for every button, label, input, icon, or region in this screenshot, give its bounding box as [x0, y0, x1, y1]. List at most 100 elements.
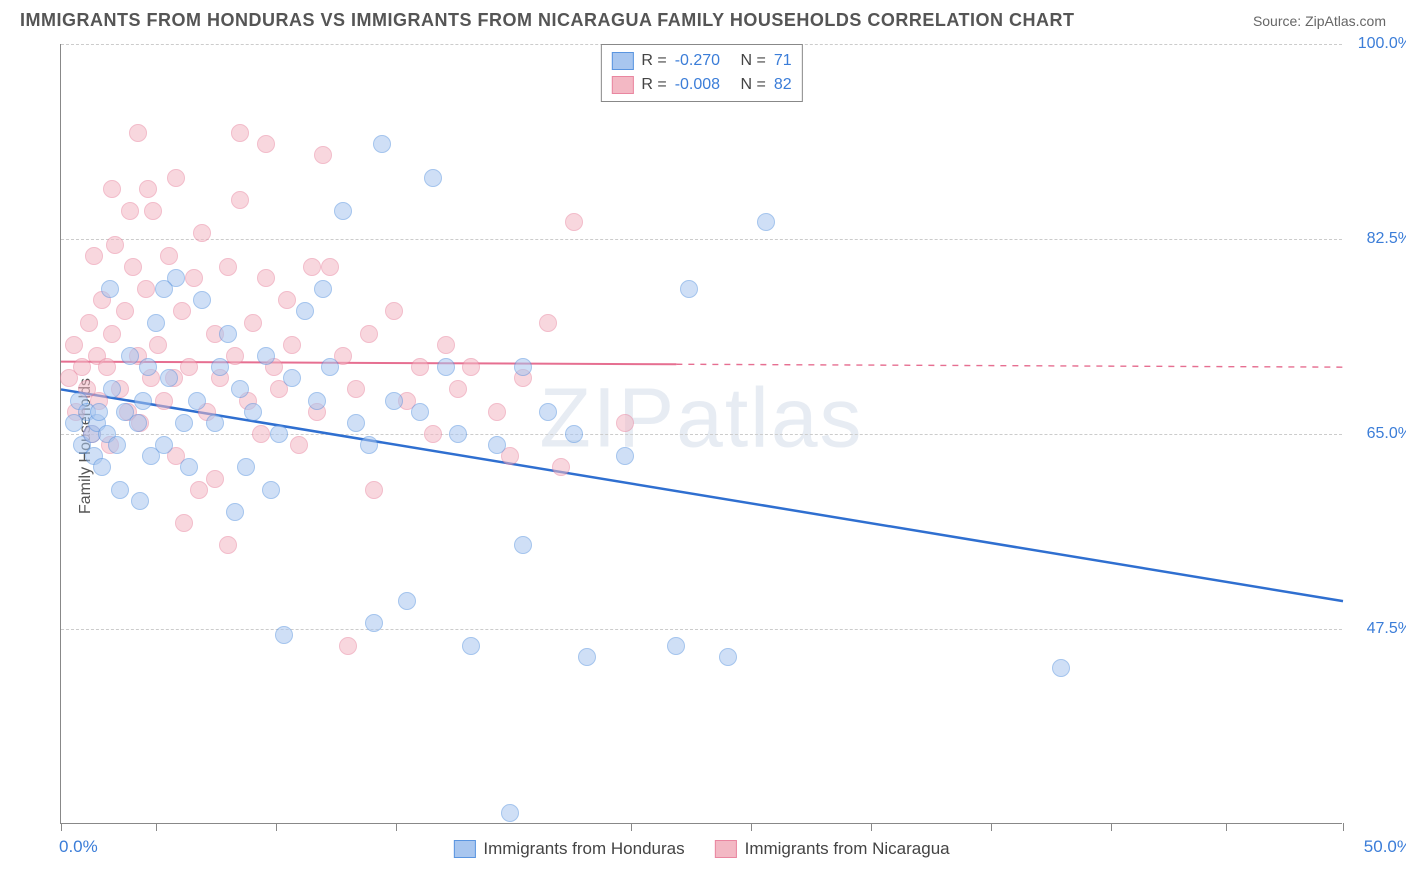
- x-tick: [396, 823, 397, 831]
- scatter-point-honduras: [101, 280, 119, 298]
- stats-row-nicaragua: R = -0.008 N = 82: [611, 73, 791, 97]
- watermark: ZIPatlas: [539, 369, 863, 466]
- scatter-point-honduras: [334, 202, 352, 220]
- legend-item-honduras: Immigrants from Honduras: [453, 839, 684, 859]
- r-label: R =: [641, 73, 666, 97]
- scatter-point-honduras: [129, 414, 147, 432]
- scatter-point-honduras: [131, 492, 149, 510]
- scatter-point-honduras: [360, 436, 378, 454]
- scatter-point-honduras: [111, 481, 129, 499]
- scatter-point-nicaragua: [539, 314, 557, 332]
- scatter-point-nicaragua: [385, 302, 403, 320]
- scatter-point-honduras: [155, 280, 173, 298]
- scatter-point-nicaragua: [226, 347, 244, 365]
- x-axis-min-label: 0.0%: [59, 837, 98, 857]
- scatter-point-honduras: [424, 169, 442, 187]
- scatter-point-honduras: [365, 614, 383, 632]
- scatter-point-nicaragua: [411, 358, 429, 376]
- source-label: Source: ZipAtlas.com: [1253, 13, 1386, 29]
- x-tick: [631, 823, 632, 831]
- scatter-point-honduras: [308, 392, 326, 410]
- scatter-point-nicaragua: [462, 358, 480, 376]
- scatter-point-nicaragua: [314, 146, 332, 164]
- scatter-point-nicaragua: [139, 180, 157, 198]
- scatter-point-nicaragua: [137, 280, 155, 298]
- scatter-point-nicaragua: [206, 470, 224, 488]
- scatter-point-honduras: [275, 626, 293, 644]
- scatter-point-honduras: [578, 648, 596, 666]
- scatter-point-honduras: [514, 358, 532, 376]
- scatter-point-nicaragua: [193, 224, 211, 242]
- swatch-nicaragua: [715, 840, 737, 858]
- x-axis-max-label: 50.0%: [1364, 837, 1406, 857]
- scatter-point-honduras: [103, 380, 121, 398]
- scatter-point-honduras: [226, 503, 244, 521]
- scatter-point-nicaragua: [488, 403, 506, 421]
- swatch-honduras: [453, 840, 475, 858]
- x-tick: [61, 823, 62, 831]
- scatter-point-honduras: [147, 314, 165, 332]
- scatter-point-nicaragua: [424, 425, 442, 443]
- scatter-point-nicaragua: [98, 358, 116, 376]
- scatter-point-nicaragua: [121, 202, 139, 220]
- scatter-point-nicaragua: [129, 124, 147, 142]
- scatter-point-honduras: [193, 291, 211, 309]
- scatter-point-honduras: [257, 347, 275, 365]
- scatter-point-nicaragua: [565, 213, 583, 231]
- scatter-point-nicaragua: [244, 314, 262, 332]
- scatter-point-honduras: [449, 425, 467, 443]
- scatter-point-nicaragua: [360, 325, 378, 343]
- trend-line: [61, 389, 1343, 601]
- scatter-point-nicaragua: [167, 169, 185, 187]
- scatter-point-nicaragua: [303, 258, 321, 276]
- scatter-point-honduras: [385, 392, 403, 410]
- scatter-point-nicaragua: [283, 336, 301, 354]
- scatter-point-honduras: [501, 804, 519, 822]
- scatter-point-honduras: [283, 369, 301, 387]
- scatter-point-honduras: [160, 369, 178, 387]
- scatter-point-honduras: [188, 392, 206, 410]
- scatter-point-honduras: [90, 403, 108, 421]
- scatter-point-honduras: [262, 481, 280, 499]
- scatter-point-honduras: [244, 403, 262, 421]
- scatter-point-honduras: [231, 380, 249, 398]
- scatter-point-nicaragua: [190, 481, 208, 499]
- scatter-point-nicaragua: [65, 336, 83, 354]
- r-value-honduras: -0.270: [675, 49, 720, 73]
- y-tick-label: 47.5%: [1352, 620, 1406, 638]
- legend-label-nicaragua: Immigrants from Nicaragua: [745, 839, 950, 859]
- scatter-point-honduras: [155, 436, 173, 454]
- scatter-point-honduras: [680, 280, 698, 298]
- scatter-point-nicaragua: [73, 358, 91, 376]
- y-tick-label: 100.0%: [1352, 35, 1406, 53]
- n-label: N =: [741, 49, 766, 73]
- scatter-point-nicaragua: [231, 191, 249, 209]
- swatch-nicaragua: [611, 76, 633, 94]
- scatter-point-nicaragua: [116, 302, 134, 320]
- scatter-point-nicaragua: [144, 202, 162, 220]
- r-label: R =: [641, 49, 666, 73]
- scatter-point-honduras: [219, 325, 237, 343]
- scatter-point-nicaragua: [257, 269, 275, 287]
- n-label: N =: [741, 73, 766, 97]
- trend-line-dashed: [676, 364, 1343, 367]
- scatter-point-nicaragua: [339, 637, 357, 655]
- scatter-point-nicaragua: [149, 336, 167, 354]
- scatter-point-nicaragua: [160, 247, 178, 265]
- scatter-point-honduras: [347, 414, 365, 432]
- scatter-point-nicaragua: [278, 291, 296, 309]
- scatter-point-honduras: [398, 592, 416, 610]
- scatter-point-nicaragua: [103, 180, 121, 198]
- scatter-point-nicaragua: [257, 135, 275, 153]
- scatter-point-honduras: [719, 648, 737, 666]
- scatter-point-nicaragua: [231, 124, 249, 142]
- scatter-point-nicaragua: [252, 425, 270, 443]
- legend-label-honduras: Immigrants from Honduras: [483, 839, 684, 859]
- chart-title: IMMIGRANTS FROM HONDURAS VS IMMIGRANTS F…: [20, 10, 1075, 31]
- scatter-point-nicaragua: [175, 514, 193, 532]
- y-tick-label: 82.5%: [1352, 230, 1406, 248]
- scatter-point-honduras: [270, 425, 288, 443]
- scatter-point-nicaragua: [185, 269, 203, 287]
- x-tick: [751, 823, 752, 831]
- scatter-point-honduras: [314, 280, 332, 298]
